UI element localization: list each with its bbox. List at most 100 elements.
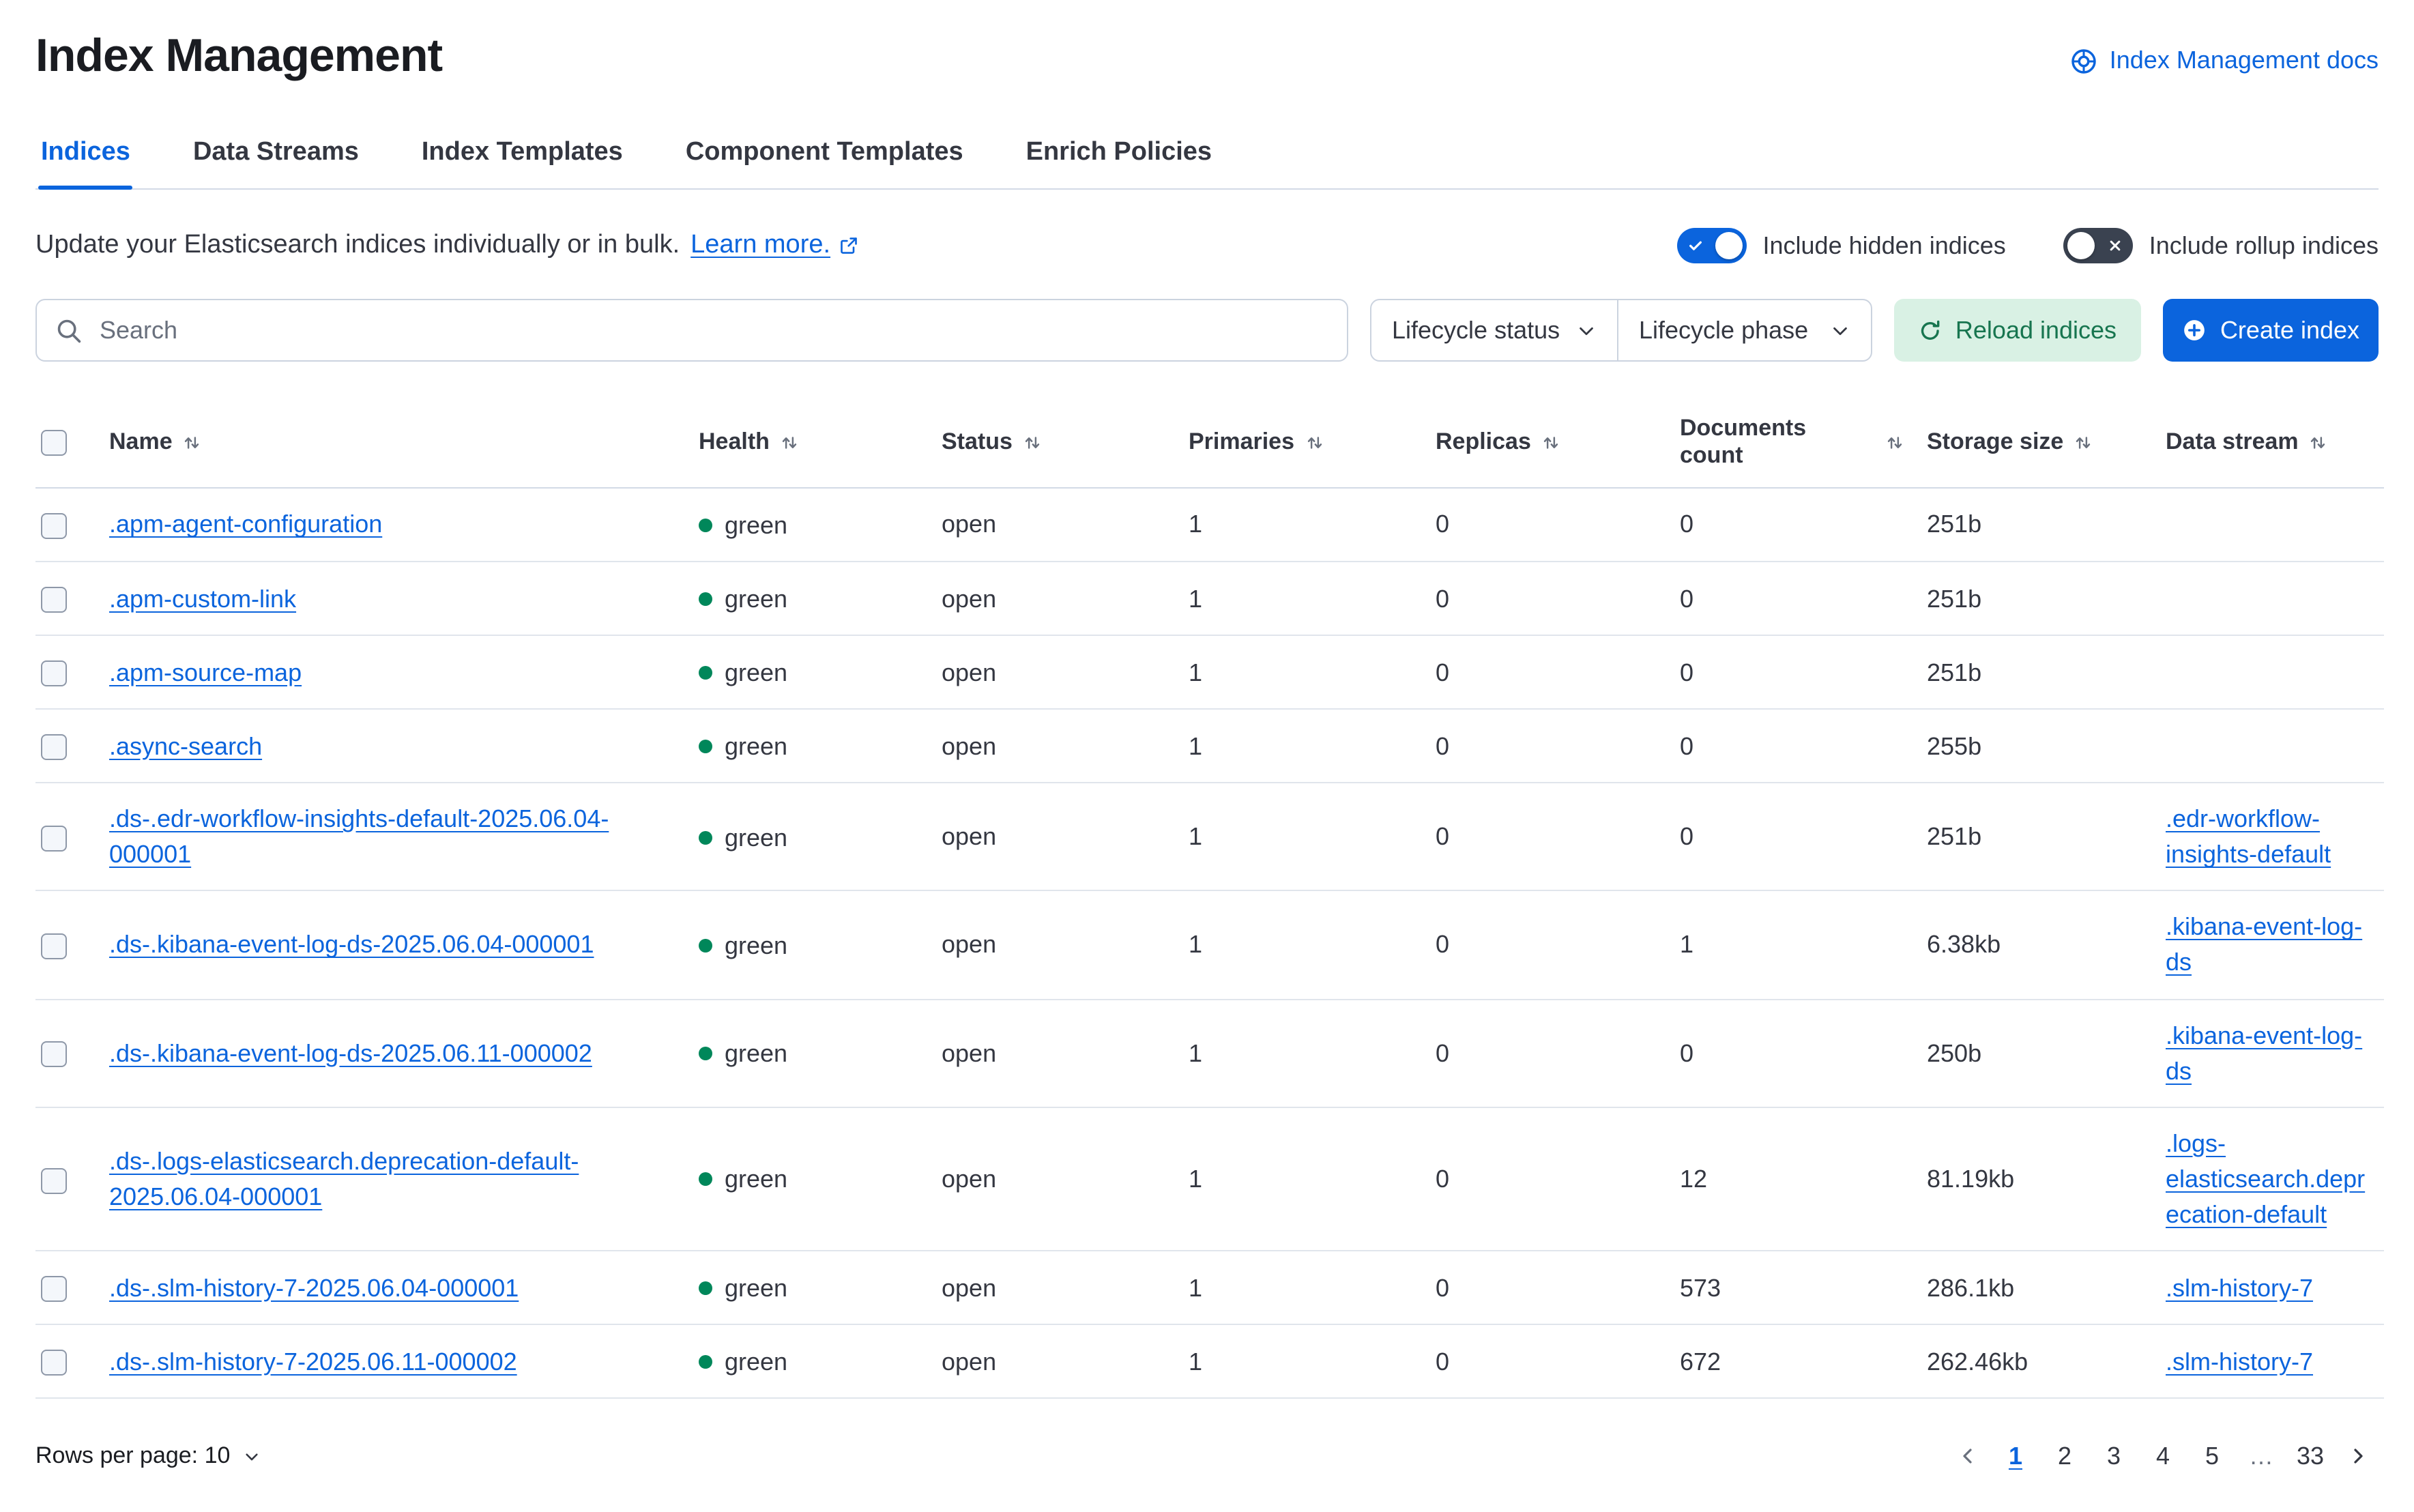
column-header-storage-size[interactable]: Storage size <box>1916 397 2155 489</box>
health-dot-icon <box>699 830 712 845</box>
status-cell: open <box>931 1324 1178 1399</box>
tab-enrich-policies[interactable]: Enrich Policies <box>1026 138 1212 166</box>
column-header-primaries[interactable]: Primaries <box>1178 397 1425 489</box>
data-stream-link[interactable]: .slm-history-7 <box>2166 1348 2314 1376</box>
lifecycle-phase-filter[interactable]: Lifecycle phase <box>1617 300 1871 360</box>
index-name-link[interactable]: .ds-.kibana-event-log-ds-2025.06.11-0000… <box>109 1039 592 1067</box>
column-header-status[interactable]: Status <box>931 397 1178 489</box>
include-rollup-indices-toggle[interactable]: Include rollup indices <box>2063 228 2379 263</box>
tab-indices[interactable]: Indices <box>38 124 134 190</box>
table-row: .ds-.kibana-event-log-ds-2025.06.04-0000… <box>35 890 2384 1000</box>
health-dot-icon <box>699 1281 712 1296</box>
index-name-link[interactable]: .apm-agent-configuration <box>109 510 383 538</box>
storage-size-cell: 250b <box>1916 999 2155 1108</box>
row-checkbox[interactable] <box>41 513 67 540</box>
select-all-checkbox[interactable] <box>41 430 67 456</box>
health-label: green <box>725 511 788 539</box>
index-name-link[interactable]: .ds-.kibana-event-log-ds-2025.06.04-0000… <box>109 931 594 959</box>
external-link-icon <box>839 236 858 255</box>
tab-component-templates[interactable]: Component Templates <box>685 138 963 166</box>
page-button-33[interactable]: 33 <box>2296 1442 2325 1470</box>
reload-indices-button[interactable]: Reload indices <box>1894 299 2141 362</box>
check-icon <box>1688 238 1703 253</box>
row-checkbox[interactable] <box>41 1276 67 1303</box>
data-stream-link[interactable]: .slm-history-7 <box>2166 1274 2314 1301</box>
data-stream-link[interactable]: .edr-workflow-insights-default <box>2166 805 2331 869</box>
column-header-name[interactable]: Name <box>98 397 688 489</box>
data-stream-link[interactable]: .kibana-event-log-ds <box>2166 913 2363 976</box>
learn-more-link[interactable]: Learn more. <box>690 231 858 261</box>
health-dot-icon <box>699 1355 712 1369</box>
lifecycle-filter-group: Lifecycle status Lifecycle phase <box>1370 299 1872 362</box>
replicas-cell: 0 <box>1425 1251 1669 1326</box>
row-checkbox[interactable] <box>41 1350 67 1376</box>
index-name-link[interactable]: .ds-.slm-history-7-2025.06.04-000001 <box>109 1274 519 1301</box>
controls-row: Lifecycle status Lifecycle phase Reload … <box>35 299 2379 362</box>
toggle-switch-off[interactable] <box>2063 228 2133 263</box>
documents-count-cell: 672 <box>1669 1324 1916 1399</box>
table-row: .ds-.edr-workflow-insights-default-2025.… <box>35 783 2384 892</box>
column-label: Data stream <box>2166 428 2299 454</box>
column-header-documents-count[interactable]: Documents count <box>1669 397 1916 489</box>
index-name-link[interactable]: .ds-.slm-history-7-2025.06.11-000002 <box>109 1348 517 1376</box>
tab-data-streams[interactable]: Data Streams <box>192 138 359 166</box>
column-header-data-stream[interactable]: Data stream <box>2155 397 2384 489</box>
lifecycle-status-filter[interactable]: Lifecycle status <box>1371 300 1617 360</box>
health-dot-icon <box>699 519 712 532</box>
page-button-5[interactable]: 5 <box>2205 1442 2219 1470</box>
data-stream-link[interactable]: .kibana-event-log-ds <box>2166 1021 2363 1085</box>
learn-more-label: Learn more. <box>690 231 831 259</box>
storage-size-cell: 251b <box>1916 562 2155 637</box>
row-checkbox[interactable] <box>41 587 67 613</box>
primaries-cell: 1 <box>1178 1324 1425 1399</box>
storage-size-cell: 251b <box>1916 635 2155 710</box>
table-row: .apm-agent-configuration green open 1 0 … <box>35 488 2384 563</box>
search-box[interactable] <box>35 299 1348 362</box>
index-name-link[interactable]: .ds-.logs-elasticsearch.deprecation-defa… <box>109 1147 579 1210</box>
documents-count-cell: 573 <box>1669 1251 1916 1326</box>
search-input[interactable] <box>97 315 1328 346</box>
toggle-switch-on[interactable] <box>1676 228 1747 263</box>
column-label: Status <box>942 428 1013 454</box>
primaries-cell: 1 <box>1178 999 1425 1108</box>
primaries-cell: 1 <box>1178 1107 1425 1252</box>
page-button-3[interactable]: 3 <box>2106 1442 2121 1470</box>
data-stream-link[interactable]: .logs-elasticsearch.deprecation-default <box>2166 1129 2366 1228</box>
pagination: 1 2 3 4 5 … 33 <box>1947 1434 2379 1478</box>
replicas-cell: 0 <box>1425 635 1669 710</box>
replicas-cell: 0 <box>1425 783 1669 892</box>
health-label: green <box>725 824 788 852</box>
health-dot-icon <box>699 1047 712 1061</box>
row-checkbox[interactable] <box>41 825 67 852</box>
column-header-health[interactable]: Health <box>688 397 931 489</box>
row-checkbox[interactable] <box>41 1041 67 1068</box>
status-cell: open <box>931 709 1178 784</box>
column-header-replicas[interactable]: Replicas <box>1425 397 1669 489</box>
include-hidden-indices-toggle[interactable]: Include hidden indices <box>1676 228 2006 263</box>
page-button-1[interactable]: 1 <box>2008 1442 2022 1470</box>
primaries-cell: 1 <box>1178 635 1425 710</box>
create-index-button[interactable]: Create index <box>2163 299 2379 362</box>
page-title: Index Management <box>35 30 443 82</box>
index-name-link[interactable]: .async-search <box>109 732 263 760</box>
row-checkbox[interactable] <box>41 660 67 687</box>
tab-index-templates[interactable]: Index Templates <box>421 138 623 166</box>
row-checkbox[interactable] <box>41 933 67 960</box>
page-button-2[interactable]: 2 <box>2057 1442 2071 1470</box>
row-checkbox[interactable] <box>41 1167 67 1194</box>
chevron-right-icon[interactable] <box>2338 1434 2379 1478</box>
row-checkbox[interactable] <box>41 734 67 761</box>
chevron-down-icon <box>1576 320 1597 340</box>
page-button-4[interactable]: 4 <box>2155 1442 2170 1470</box>
rows-per-page-selector[interactable]: Rows per page: 10 <box>35 1442 260 1470</box>
index-name-link[interactable]: .ds-.edr-workflow-insights-default-2025.… <box>109 805 609 869</box>
index-name-link[interactable]: .apm-custom-link <box>109 585 297 613</box>
docs-link[interactable]: Index Management docs <box>2070 46 2379 75</box>
chevron-left-icon[interactable] <box>1947 1434 1988 1478</box>
health-label: green <box>725 1348 788 1376</box>
index-name-link[interactable]: .apm-source-map <box>109 658 302 686</box>
tab-bar: Indices Data Streams Index Templates Com… <box>35 124 2379 190</box>
primaries-cell: 1 <box>1178 1251 1425 1326</box>
storage-size-cell: 81.19kb <box>1916 1107 2155 1252</box>
